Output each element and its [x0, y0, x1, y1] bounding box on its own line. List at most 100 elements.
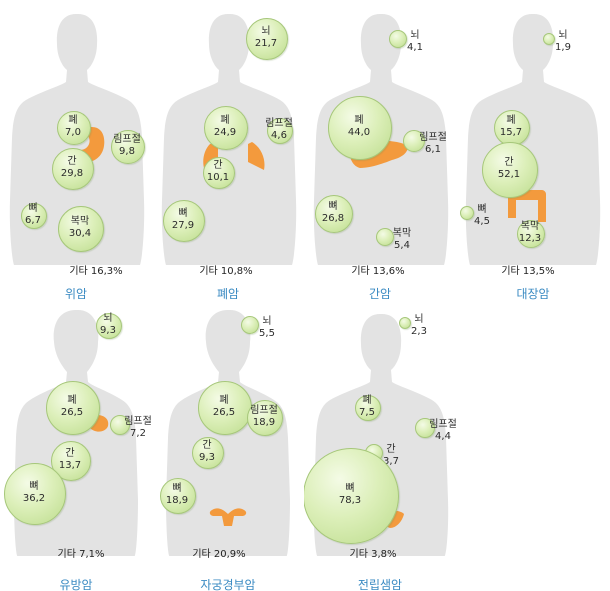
metastasis-label: 폐 7,5: [359, 395, 375, 419]
affected-organ-colon: [508, 190, 546, 222]
metastasis-label: 간 52,1: [498, 157, 520, 181]
site-name: 복막: [392, 228, 412, 239]
site-name: 뼈: [29, 481, 39, 492]
metastasis-bubble: [52, 148, 94, 190]
site-name: 뇌: [261, 26, 271, 37]
cancer-type-title: 유방암: [59, 578, 93, 591]
site-percentage: 9,3: [199, 452, 215, 463]
cancer-type-title: 폐암: [216, 287, 240, 300]
site-percentage: 4,6: [271, 130, 287, 141]
site-percentage: 18,9: [165, 495, 189, 506]
site-percentage: 1,9: [555, 42, 571, 53]
affected-organ-uterus: [209, 508, 247, 526]
site-percentage: 29,8: [60, 168, 84, 179]
metastasis-label: 간 29,8: [61, 156, 83, 180]
metastasis-bubble: [57, 111, 91, 145]
metastasis-label: 뼈 26,8: [322, 201, 344, 225]
site-percentage: 12,3: [518, 233, 542, 244]
other-percentage: 기타 7,1%: [57, 549, 105, 560]
site-name: 간: [65, 448, 75, 459]
site-percentage: 36,2: [22, 493, 46, 504]
site-name: 폐: [67, 395, 77, 406]
site-percentage: 78,3: [338, 495, 362, 506]
site-percentage: 2,3: [411, 326, 427, 337]
other-percentage: 기타 16,3%: [69, 266, 123, 277]
metastasis-label: 림프절 18,9: [250, 405, 278, 429]
metastasis-bubble: [543, 33, 555, 45]
site-percentage: 5,4: [394, 240, 410, 251]
metastasis-label: 림프절 6,1: [419, 132, 447, 156]
metastasis-bubble: [376, 228, 394, 246]
cancer-panel-6: 뇌 5,5 폐 26,5 림프절 18,9 간 9,3 뼈 18,9 기타 20,9% 자궁경부암: [152, 300, 304, 591]
site-name: 간: [213, 160, 223, 171]
metastasis-bubble: [415, 418, 435, 438]
metastasis-label: 림프절 7,2: [124, 416, 152, 440]
metastasis-bubble: [460, 206, 474, 220]
site-percentage: 26,5: [212, 407, 236, 418]
metastasis-bubble: [246, 18, 288, 60]
site-name: 폐: [219, 395, 229, 406]
metastasis-label: 뇌 9,3: [100, 313, 116, 337]
site-percentage: 6,1: [425, 144, 441, 155]
metastasis-label: 뼈 27,9: [172, 208, 194, 232]
metastasis-bubble: [355, 395, 381, 421]
site-name: 뼈: [345, 483, 355, 494]
other-percentage: 기타 10,8%: [199, 266, 253, 277]
metastasis-bubble: [46, 381, 100, 435]
site-name: 폐: [354, 115, 364, 126]
metastasis-label: 뇌 4,1: [407, 30, 423, 54]
metastasis-label: 복막 12,3: [519, 221, 541, 245]
site-name: 폐: [362, 395, 372, 406]
body-silhouette: [465, 14, 601, 265]
site-name: 복막: [520, 221, 540, 232]
metastasis-bubble: [247, 400, 283, 436]
metastasis-label: 뇌 21,7: [255, 26, 277, 50]
metastasis-label: 폐 26,5: [61, 395, 83, 419]
metastasis-bubble: [4, 463, 66, 525]
site-percentage: 10,1: [206, 172, 230, 183]
site-percentage: 3,7: [383, 456, 399, 467]
metastasis-bubble: [399, 317, 411, 329]
site-name: 림프절: [250, 405, 278, 416]
site-percentage: 44,0: [347, 127, 371, 138]
cancer-panel-4: 뇌 1,9 폐 15,7 간 52,1 뼈 4,5 복막 12,3 기타 13,5% 대장암: [456, 0, 610, 300]
site-percentage: 9,3: [100, 325, 116, 336]
metastasis-bubble: [21, 203, 47, 229]
site-name: 간: [386, 444, 396, 455]
cancer-type-title: 전립샘암: [357, 578, 403, 591]
metastasis-bubble: [267, 118, 293, 144]
metastasis-bubble: [304, 448, 399, 544]
site-name: 폐: [220, 115, 230, 126]
site-percentage: 7,0: [65, 127, 81, 138]
metastasis-label: 뇌 2,3: [411, 314, 427, 338]
site-percentage: 5,5: [259, 328, 275, 339]
metastasis-bubble: [494, 110, 530, 146]
metastasis-label: 간 9,3: [199, 440, 215, 464]
site-name: 뼈: [172, 483, 182, 494]
metastasis-label: 뼈 4,5: [474, 204, 490, 228]
cancer-type-title: 자궁경부암: [200, 578, 256, 591]
metastasis-label: 뼈 18,9: [166, 483, 188, 507]
cancer-panel-5: 뇌 9,3 폐 26,5 림프절 7,2 간 13,7 뼈 36,2 기타 7,1% 유방암: [0, 300, 152, 591]
metastasis-label: 폐 15,7: [500, 115, 522, 139]
site-percentage: 26,8: [321, 213, 345, 224]
metastasis-bubble: [482, 142, 538, 198]
other-percentage: 기타 13,5%: [501, 266, 555, 277]
metastasis-label: 뼈 36,2: [23, 481, 45, 505]
cancer-type-title: 간암: [368, 287, 392, 300]
site-percentage: 24,9: [213, 127, 237, 138]
site-name: 뼈: [328, 201, 338, 212]
site-name: 뼈: [178, 208, 188, 219]
other-percentage: 기타 3,8%: [349, 549, 397, 560]
metastasis-bubble: [517, 220, 545, 248]
site-percentage: 4,4: [435, 431, 451, 442]
metastasis-bubble: [160, 478, 196, 514]
metastasis-label: 간 13,7: [59, 448, 81, 472]
cancer-panel-1: 폐 7,0 림프절 9,8 간 29,8 뼈 6,7 복막 30,4 기타 16,3% 위암: [0, 0, 152, 300]
site-name: 뇌: [410, 30, 420, 41]
site-name: 림프절: [265, 118, 293, 129]
site-percentage: 7,5: [359, 407, 375, 418]
metastasis-label: 뼈 6,7: [25, 203, 41, 227]
metastasis-bubble: [163, 200, 205, 242]
site-percentage: 4,1: [407, 42, 423, 53]
